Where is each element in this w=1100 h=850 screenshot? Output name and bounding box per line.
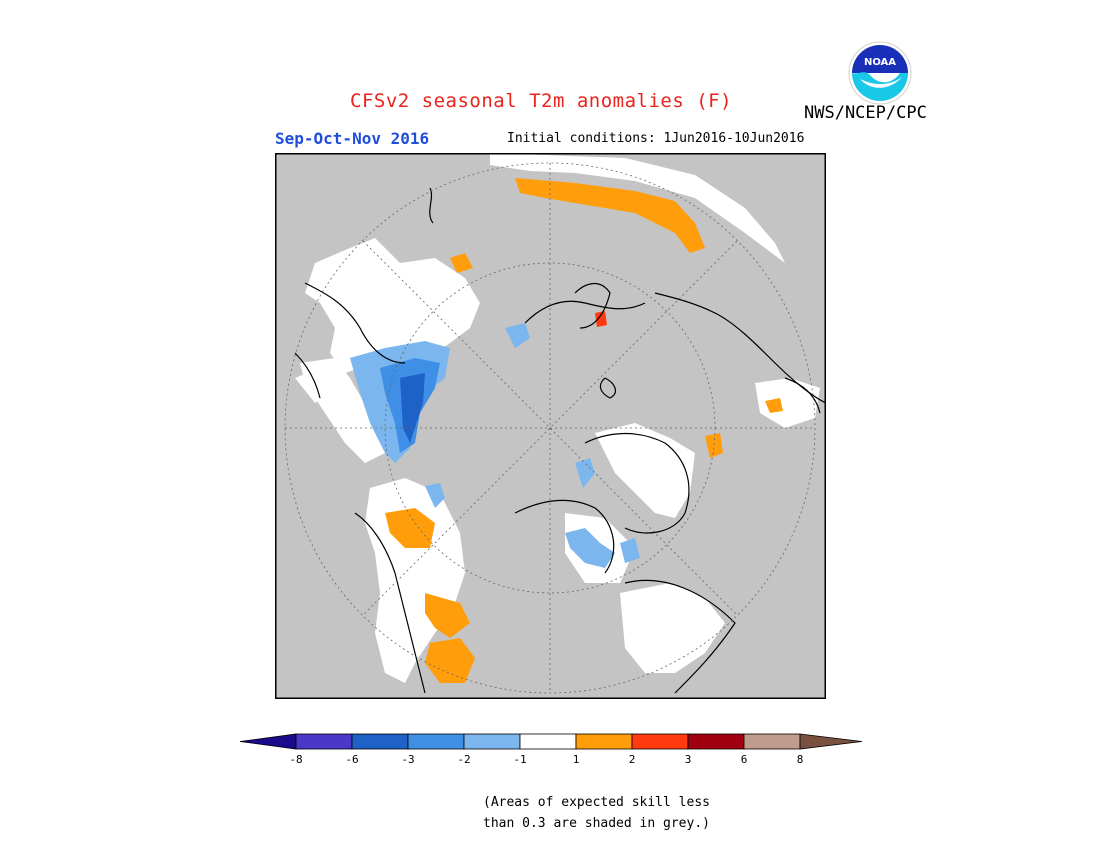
- note-line-2: than 0.3 are shaded in grey.): [483, 816, 710, 831]
- colorbar-box: [743, 733, 801, 750]
- colorbar-tick-label: 8: [797, 753, 804, 766]
- polar-anomaly-map: [275, 153, 826, 699]
- noaa-logo: NOAA: [848, 41, 912, 105]
- colorbar-tick-label: 1: [573, 753, 580, 766]
- colorbar-box: [463, 733, 521, 750]
- skill-note: (Areas of expected skill less than 0.3 a…: [483, 792, 710, 834]
- colorbar-tick-label: -2: [457, 753, 470, 766]
- note-line-1: (Areas of expected skill less: [483, 795, 710, 810]
- colorbar-tick-label: -8: [289, 753, 302, 766]
- colorbar-tick-label: 6: [741, 753, 748, 766]
- colorbar-box: [687, 733, 745, 750]
- organization-label: NWS/NCEP/CPC: [804, 103, 927, 123]
- colorbar-box: [351, 733, 409, 750]
- colorbar-right-arrow: [799, 733, 862, 750]
- noaa-logo-text: NOAA: [864, 57, 896, 68]
- colorbar-box: [519, 733, 577, 750]
- season-label: Sep-Oct-Nov 2016: [275, 129, 430, 148]
- colorbar-box: [407, 733, 465, 750]
- colorbar-box: [631, 733, 689, 750]
- colorbar-box: [575, 733, 633, 750]
- colorbar-tick-label: -6: [345, 753, 358, 766]
- colorbar-tick-label: 3: [685, 753, 692, 766]
- map-title: CFSv2 seasonal T2m anomalies (F): [350, 90, 733, 112]
- initial-conditions-label: Initial conditions: 1Jun2016-10Jun2016: [507, 131, 805, 146]
- colorbar-tick-label: -3: [401, 753, 414, 766]
- colorbar-tick-label: -1: [513, 753, 526, 766]
- colorbar: -8 -6 -3 -2 -1 1 2 3 6 8: [240, 733, 862, 766]
- colorbar-tick-label: 2: [629, 753, 636, 766]
- colorbar-box: [295, 733, 353, 750]
- colorbar-left-arrow: [240, 733, 297, 750]
